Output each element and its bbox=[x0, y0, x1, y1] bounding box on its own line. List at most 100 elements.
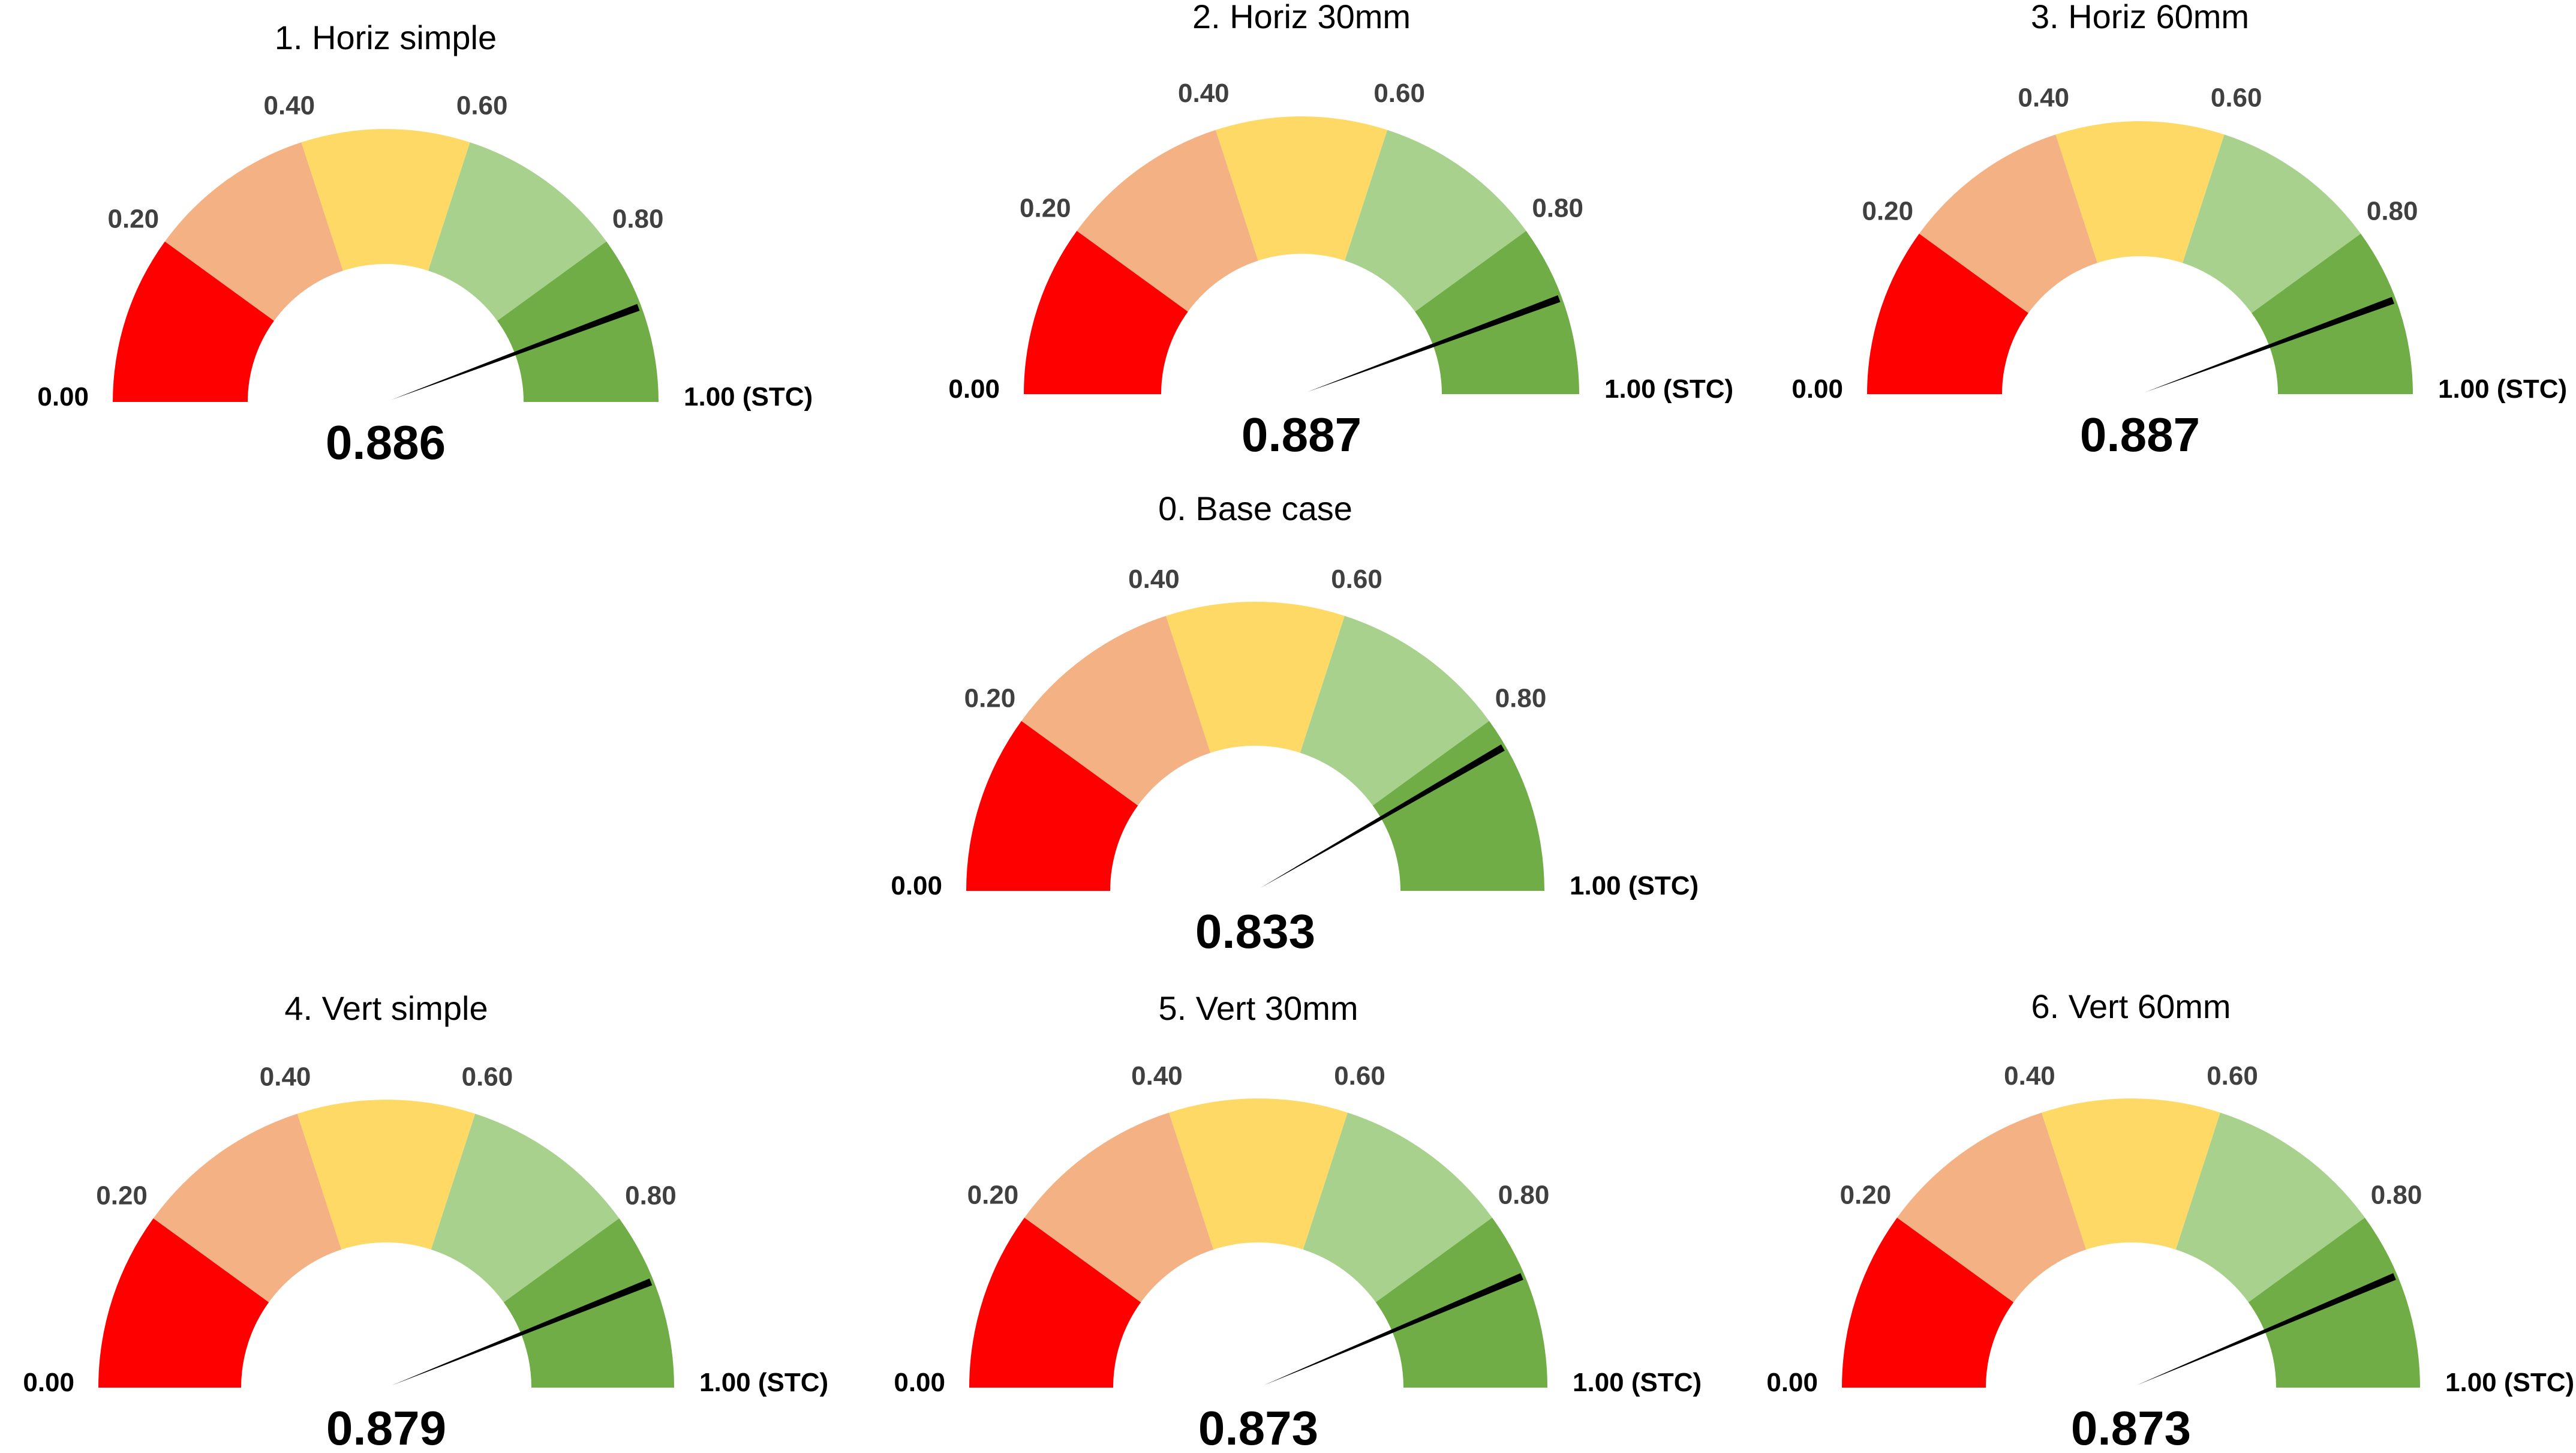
gauge-horiz-30mm: 2. Horiz 30mm 0.00 0.20 0.40 0.60 0.80 1.00 (S… bbox=[948, 0, 1733, 461]
tick-label: 0.20 bbox=[1840, 1180, 1892, 1209]
tick-label: 1.00 (STC) bbox=[2445, 1368, 2574, 1397]
tick-label: 0.00 bbox=[891, 871, 942, 900]
tick-label: 1.00 (STC) bbox=[1570, 871, 1699, 900]
tick-label: 0.80 bbox=[1495, 683, 1547, 713]
gauge-band-4 bbox=[497, 241, 659, 402]
gauge-band-4 bbox=[1415, 230, 1579, 394]
tick-label: 0.60 bbox=[2207, 1061, 2258, 1091]
gauge-value-label: 0.879 bbox=[326, 1401, 446, 1453]
tick-label: 0.80 bbox=[1532, 194, 1583, 223]
tick-label: 0.20 bbox=[1020, 194, 1071, 223]
gauge-band-4 bbox=[1372, 721, 1544, 891]
gauge-band-1 bbox=[153, 1113, 342, 1302]
gauge-band-3 bbox=[1303, 1112, 1492, 1302]
gauge-needle bbox=[1307, 295, 1561, 392]
tick-label: 0.80 bbox=[612, 204, 664, 233]
gauge-horiz-simple: 1. Horiz simple 0.00 0.20 0.40 0.60 0.80 1.00 … bbox=[37, 19, 813, 469]
tick-label: 0.40 bbox=[263, 91, 315, 120]
gauge-vert-simple: 4. Vert simple 0.00 0.20 0.40 0.60 0.80 1.00 (… bbox=[23, 989, 828, 1453]
tick-label: 1.00 (STC) bbox=[2438, 374, 2567, 404]
gauge-band-2 bbox=[1169, 1098, 1348, 1250]
tick-label: 0.80 bbox=[1498, 1180, 1550, 1209]
gauge-band-1 bbox=[1897, 1112, 2087, 1302]
gauge-band-3 bbox=[431, 1113, 620, 1302]
tick-label: 0.60 bbox=[462, 1062, 513, 1092]
tick-label: 1.00 (STC) bbox=[1573, 1368, 1702, 1397]
gauge-band-2 bbox=[1166, 601, 1345, 753]
gauge-needle bbox=[2145, 296, 2395, 392]
gauge-band-0 bbox=[113, 241, 274, 402]
tick-label: 0.20 bbox=[967, 1180, 1019, 1209]
gauge-value-label: 0.833 bbox=[1195, 905, 1315, 958]
gauge-needle bbox=[2136, 1273, 2396, 1386]
gauge-needle bbox=[391, 304, 640, 400]
gauge-title: 1. Horiz simple bbox=[275, 19, 497, 56]
gauge-band-1 bbox=[1919, 134, 2097, 313]
tick-label: 0.20 bbox=[1862, 196, 1913, 226]
tick-label: 0.00 bbox=[37, 382, 89, 412]
gauge-band-2 bbox=[2042, 1098, 2220, 1250]
tick-label: 0.00 bbox=[1766, 1368, 1818, 1397]
gauge-horiz-60mm: 3. Horiz 60mm 0.00 0.20 0.40 0.60 0.80 1.00 (S… bbox=[1792, 0, 2567, 461]
gauge-band-3 bbox=[1300, 616, 1489, 806]
tick-label: 0.40 bbox=[1131, 1061, 1183, 1091]
gauge-band-0 bbox=[1867, 233, 2028, 394]
gauge-band-2 bbox=[301, 129, 470, 271]
gauge-band-3 bbox=[2183, 134, 2361, 313]
tick-label: 1.00 (STC) bbox=[684, 382, 813, 412]
tick-label: 0.60 bbox=[456, 91, 508, 120]
gauge-title: 5. Vert 30mm bbox=[1158, 989, 1358, 1027]
tick-label: 0.80 bbox=[2371, 1180, 2422, 1209]
tick-label: 0.80 bbox=[625, 1181, 677, 1211]
gauge-value-label: 0.873 bbox=[2071, 1401, 2191, 1453]
tick-label: 0.00 bbox=[23, 1368, 74, 1397]
gauge-vert-30mm: 5. Vert 30mm 0.00 0.20 0.40 0.60 0.80 1.00 (ST… bbox=[894, 989, 1702, 1453]
gauge-band-1 bbox=[164, 142, 343, 321]
gauge-band-3 bbox=[428, 142, 607, 321]
gauge-value-label: 0.873 bbox=[1198, 1401, 1318, 1453]
gauge-band-0 bbox=[966, 721, 1138, 891]
gauge-band-0 bbox=[1842, 1217, 2014, 1388]
gauge-title: 0. Base case bbox=[1158, 490, 1352, 527]
tick-label: 1.00 (STC) bbox=[1604, 374, 1733, 404]
tick-label: 0.40 bbox=[2018, 83, 2069, 112]
gauge-band-0 bbox=[1024, 230, 1188, 394]
tick-label: 0.60 bbox=[1334, 1061, 1385, 1091]
gauge-band-4 bbox=[503, 1218, 674, 1388]
gauge-base-case: 0. Base case 0.00 0.20 0.40 0.60 0.80 1.00 (ST… bbox=[891, 490, 1699, 958]
tick-label: 0.00 bbox=[894, 1368, 945, 1397]
gauge-band-0 bbox=[969, 1217, 1141, 1388]
gauge-band-4 bbox=[2252, 233, 2413, 394]
tick-label: 1.00 (STC) bbox=[699, 1368, 828, 1397]
gauge-value-label: 0.886 bbox=[326, 416, 446, 469]
gauge-title: 4. Vert simple bbox=[284, 989, 488, 1027]
gauge-vert-60mm: 6. Vert 60mm 0.00 0.20 0.40 0.60 0.80 1.00 (ST… bbox=[1766, 987, 2574, 1453]
tick-label: 0.40 bbox=[2004, 1061, 2055, 1091]
gauge-needle bbox=[1260, 744, 1505, 888]
gauge-band-2 bbox=[2055, 121, 2225, 263]
tick-label: 0.20 bbox=[107, 204, 159, 233]
gauge-band-2 bbox=[1215, 116, 1388, 261]
tick-label: 0.00 bbox=[948, 374, 1000, 404]
tick-label: 0.80 bbox=[2367, 196, 2418, 226]
gauge-title: 3. Horiz 60mm bbox=[2031, 0, 2249, 35]
gauge-band-3 bbox=[1345, 130, 1526, 312]
gauge-band-1 bbox=[1024, 1112, 1214, 1302]
gauge-band-3 bbox=[2175, 1112, 2365, 1302]
gauge-needle bbox=[392, 1278, 653, 1386]
tick-label: 0.60 bbox=[1373, 79, 1425, 108]
tick-label: 0.40 bbox=[260, 1062, 311, 1092]
gauge-value-label: 0.887 bbox=[1242, 408, 1361, 461]
gauge-band-1 bbox=[1077, 130, 1258, 312]
tick-label: 0.40 bbox=[1128, 565, 1180, 594]
tick-label: 0.20 bbox=[964, 683, 1016, 713]
tick-label: 0.00 bbox=[1792, 374, 1843, 404]
gauge-band-2 bbox=[297, 1100, 476, 1250]
tick-label: 0.40 bbox=[1178, 79, 1230, 108]
tick-label: 0.20 bbox=[96, 1181, 148, 1211]
gauge-band-1 bbox=[1021, 616, 1211, 806]
gauge-title: 2. Horiz 30mm bbox=[1192, 0, 1411, 35]
gauge-needle bbox=[1264, 1273, 1523, 1386]
tick-label: 0.60 bbox=[1331, 565, 1382, 594]
